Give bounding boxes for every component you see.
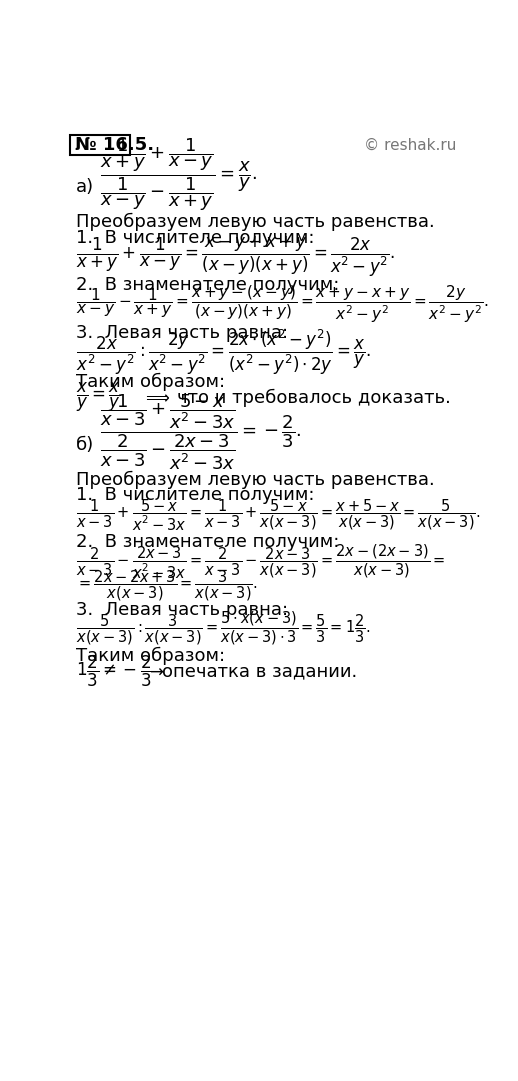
Text: $\dfrac{1}{x-3}+\dfrac{5-x}{x^2-3x}=\dfrac{1}{x-3}+\dfrac{5-x}{x(x-3)}=\dfrac{x+: $\dfrac{1}{x-3}+\dfrac{5-x}{x^2-3x}=\dfr… [76, 497, 480, 532]
Text: 3.  Левая часть равна:: 3. Левая часть равна: [76, 324, 287, 342]
Text: 2.  В знаменателе получим:: 2. В знаменателе получим: [76, 277, 339, 294]
Text: $\dfrac{\dfrac{1}{x+y}+\dfrac{1}{x-y}}{\dfrac{1}{x-y}-\dfrac{1}{x+y}}=\dfrac{x}{: $\dfrac{\dfrac{1}{x+y}+\dfrac{1}{x-y}}{\… [99, 136, 256, 213]
Text: $\dfrac{\dfrac{1}{x-3}+\dfrac{5-x}{x^2-3x}}{\dfrac{2}{x-3}-\dfrac{2x-3}{x^2-3x}}: $\dfrac{\dfrac{1}{x-3}+\dfrac{5-x}{x^2-3… [99, 392, 301, 472]
Text: Таким образом:: Таким образом: [76, 372, 225, 390]
Text: Преобразуем левую часть равенства.: Преобразуем левую часть равенства. [76, 471, 435, 490]
Text: 1.  В числителе получим:: 1. В числителе получим: [76, 228, 314, 246]
Text: $\dfrac{2}{x-3}-\dfrac{2x-3}{x^2-3x}=\dfrac{2}{x-3}-\dfrac{2x-3}{x(x-3)}=\dfrac{: $\dfrac{2}{x-3}-\dfrac{2x-3}{x^2-3x}=\df… [76, 542, 445, 579]
Text: 3.  Левая часть равна:: 3. Левая часть равна: [76, 601, 287, 619]
Text: $\dfrac{2x}{x^2-y^2}:\dfrac{2y}{x^2-y^2}=\dfrac{2x\cdot(x^2-y^2)}{(x^2-y^2)\cdot: $\dfrac{2x}{x^2-y^2}:\dfrac{2y}{x^2-y^2}… [76, 328, 370, 377]
Text: № 16.5.: № 16.5. [75, 136, 154, 155]
Text: $\dfrac{5}{x(x-3)}:\dfrac{3}{x(x-3)}=\dfrac{5\cdot x(x-3)}{x(x-3)\cdot 3}=\dfrac: $\dfrac{5}{x(x-3)}:\dfrac{3}{x(x-3)}=\df… [76, 610, 370, 648]
Text: $1\dfrac{2}{3}\neq-\dfrac{2}{3}$: $1\dfrac{2}{3}\neq-\dfrac{2}{3}$ [76, 653, 152, 689]
Text: Таким образом:: Таким образом: [76, 646, 225, 665]
Text: опечатка в задании.: опечатка в задании. [162, 662, 357, 680]
Text: 1.  В числителе получим:: 1. В числителе получим: [76, 486, 314, 505]
FancyBboxPatch shape [70, 135, 130, 156]
Text: 2.  В знаменателе получим:: 2. В знаменателе получим: [76, 533, 339, 551]
Text: $\dfrac{x}{y}=\dfrac{x}{y}$: $\dfrac{x}{y}=\dfrac{x}{y}$ [76, 382, 120, 414]
Text: $\Longrightarrow$: $\Longrightarrow$ [142, 389, 170, 406]
Text: $=\dfrac{2x-2x+3}{x(x-3)}=\dfrac{3}{x(x-3)}.$: $=\dfrac{2x-2x+3}{x(x-3)}=\dfrac{3}{x(x-… [76, 569, 257, 603]
Text: б): б) [76, 437, 94, 454]
Text: $\rightarrow$: $\rightarrow$ [146, 662, 165, 680]
Text: $\dfrac{1}{x+y}+\dfrac{1}{x-y}=\dfrac{x-y+x+y}{(x-y)(x+y)}=\dfrac{2x}{x^2-y^2}.$: $\dfrac{1}{x+y}+\dfrac{1}{x-y}=\dfrac{x-… [76, 235, 395, 279]
Text: $\dfrac{1}{x-y}-\dfrac{1}{x+y}=\dfrac{x+y-(x-y)}{(x-y)(x+y)}=\dfrac{x+y-x+y}{x^2: $\dfrac{1}{x-y}-\dfrac{1}{x+y}=\dfrac{x+… [76, 284, 488, 325]
Text: © reshak.ru: © reshak.ru [364, 137, 456, 152]
Text: а): а) [76, 178, 94, 197]
Text: Преобразуем левую часть равенства.: Преобразуем левую часть равенства. [76, 213, 435, 231]
Text: что и требовалось доказать.: что и требовалось доказать. [177, 388, 451, 406]
